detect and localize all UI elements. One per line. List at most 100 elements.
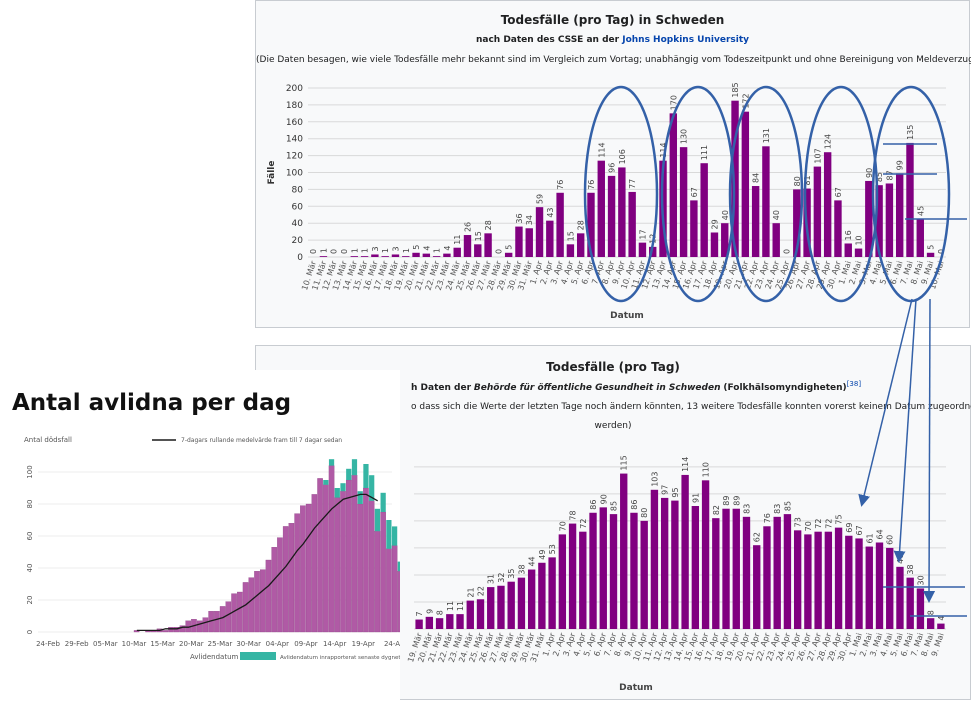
bar [371, 254, 379, 257]
bar-value-label: 36 [515, 213, 524, 223]
bar-recent [357, 491, 363, 504]
bar-value-label: 49 [538, 550, 547, 560]
bar [311, 494, 318, 633]
bar [225, 601, 232, 633]
bar-value-label: 81 [803, 175, 812, 185]
bar [671, 500, 679, 629]
bar [497, 585, 505, 629]
bar-value-label: 21 [466, 587, 475, 597]
bar [579, 531, 587, 629]
bar-value-label: 89 [732, 496, 741, 506]
bar-recent [340, 483, 346, 492]
bar-value-label: 73 [794, 517, 803, 527]
bar [476, 599, 485, 629]
y-tick-label: 60 [26, 532, 34, 541]
bar [254, 571, 260, 633]
bar [620, 473, 628, 629]
bar-value-label: 31 [487, 574, 496, 584]
bar [527, 569, 536, 629]
bar-value-label: 35 [507, 569, 516, 579]
bar [548, 557, 556, 629]
bar [660, 497, 669, 629]
bar [466, 600, 474, 629]
bar-value-label: 78 [569, 510, 578, 520]
bar [763, 526, 771, 629]
bar-value-label: 53 [548, 544, 557, 554]
bar [753, 545, 761, 629]
bar [415, 619, 423, 629]
bar [865, 546, 873, 629]
bar-value-label: 96 [608, 163, 617, 173]
antal-avlidna-chart: Antal dödsfall 7-dagars rullande medelvär… [24, 436, 400, 661]
bar-value-label: 84 [752, 173, 761, 183]
bar-value-label: 86 [589, 500, 598, 510]
bar [773, 516, 781, 629]
bar-value-label: 185 [731, 82, 740, 97]
bar [558, 534, 567, 629]
bar [446, 614, 454, 629]
bar-value-label: 34 [525, 215, 534, 225]
reference-link[interactable]: [38] [846, 380, 862, 388]
chart-title: Antal avlidna per dag [12, 390, 292, 416]
bar [731, 100, 739, 257]
bar-value-label: 0 [494, 249, 503, 254]
bar [691, 506, 700, 629]
bar [834, 200, 842, 257]
bar [844, 243, 852, 257]
subtitle-suffix: (Folkhälsomyndigheten) [723, 383, 847, 393]
bar [168, 627, 174, 633]
bar-value-label: 72 [579, 519, 588, 529]
bar [845, 535, 853, 629]
bar-value-label: 131 [762, 128, 771, 143]
bar [855, 538, 863, 629]
bar [762, 146, 770, 257]
y-tick-label: 20 [26, 596, 34, 605]
bar [435, 618, 444, 629]
bar-value-label: 70 [558, 521, 567, 531]
bar-value-label: 26 [464, 222, 473, 232]
bar [133, 630, 140, 633]
bar [350, 256, 359, 257]
bar [328, 465, 335, 633]
bar-value-label: 111 [700, 145, 709, 160]
bar [589, 512, 597, 629]
subtitle-prefix: nach Daten des CSSE an der [475, 35, 620, 45]
legend-teal-swatch [240, 652, 276, 660]
bar-recent [334, 488, 340, 498]
bar [368, 500, 375, 633]
y-tick-label: 160 [286, 118, 303, 128]
bar [381, 256, 389, 257]
bar-value-label: 114 [659, 142, 668, 157]
bar [319, 256, 328, 257]
bar-value-label: 114 [681, 457, 690, 472]
y-axis-label: Fälle [267, 161, 277, 185]
bar [741, 111, 750, 257]
bar [690, 200, 698, 257]
bar [535, 207, 544, 257]
bar-value-label: 5 [412, 245, 421, 250]
bar [618, 167, 626, 257]
bar [317, 478, 323, 633]
bar [397, 571, 400, 633]
jhu-link[interactable]: Johns Hopkins University [622, 35, 750, 45]
bar [357, 503, 363, 633]
bar-value-label: 115 [620, 455, 629, 470]
bar [742, 516, 751, 629]
bar-value-label: 8 [927, 610, 936, 615]
chart-subtitle: nach Daten des CSSE an der Johns Hopkins… [256, 35, 969, 45]
y-tick-label: 40 [26, 564, 34, 573]
bar-recent [374, 508, 381, 532]
bar-value-label: 22 [477, 586, 486, 596]
bar-value-label: 85 [783, 501, 792, 511]
bar [700, 163, 708, 257]
bar [517, 577, 526, 629]
bar [875, 542, 884, 629]
bar-recent [380, 492, 386, 512]
y-tick-label: 0 [297, 253, 303, 263]
bar-value-label: 67 [855, 525, 864, 535]
bar-value-label: 85 [610, 501, 619, 511]
bar-value-label: 110 [702, 462, 711, 477]
bar [607, 175, 616, 257]
bar-recent [351, 459, 358, 476]
bar-value-label: 59 [536, 194, 545, 204]
